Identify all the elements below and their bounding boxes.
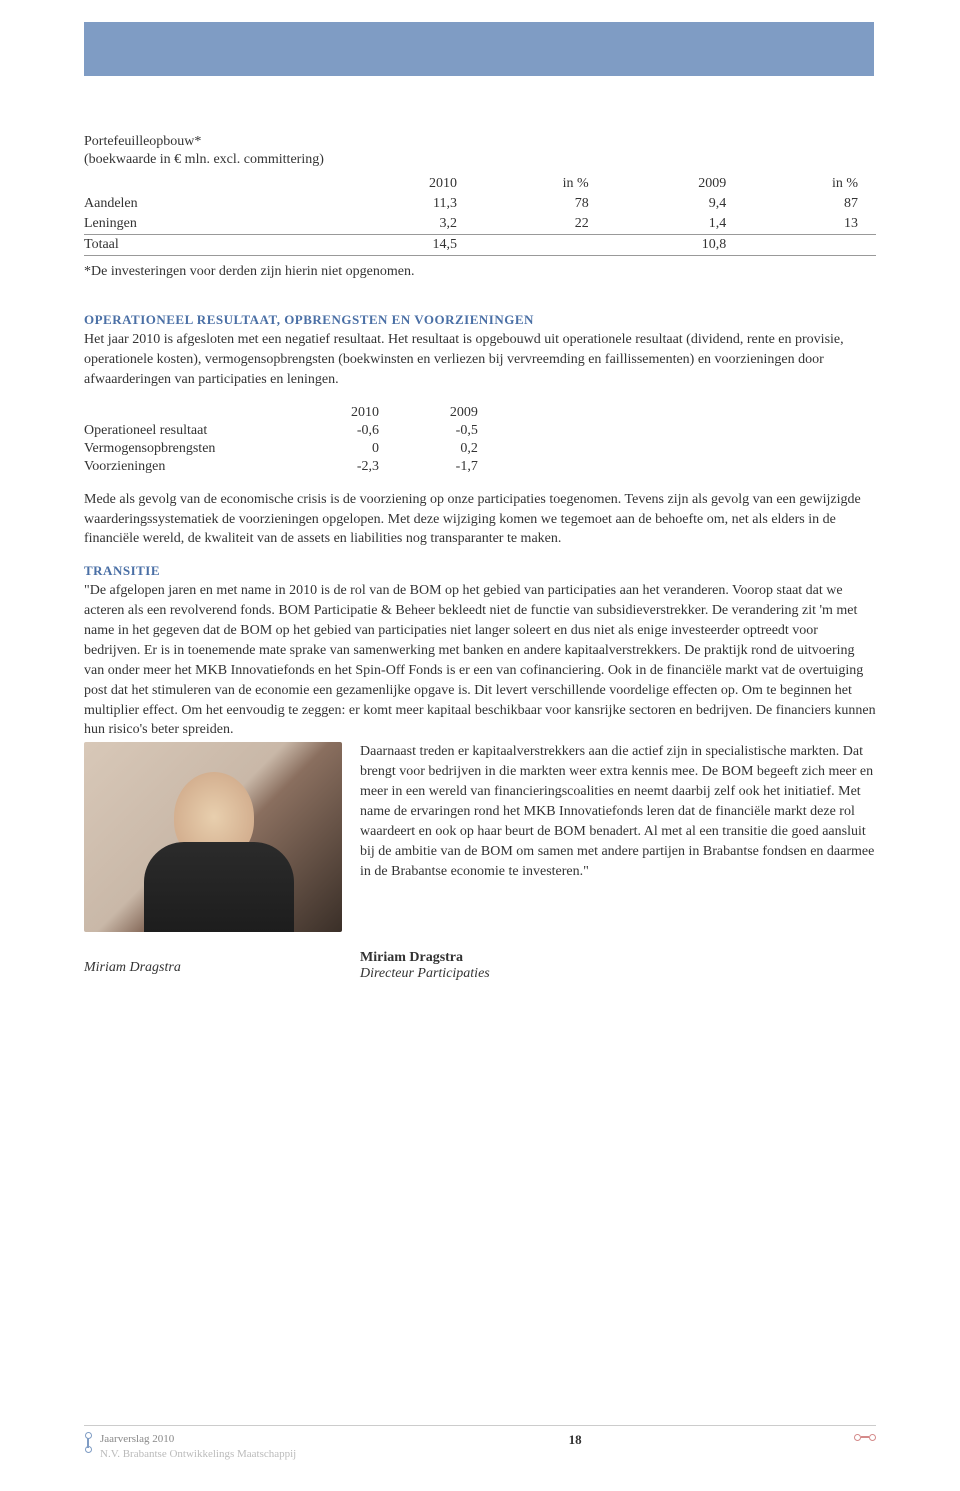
page-content: Portefeuilleopbouw* (boekwaarde in € mln… — [0, 76, 960, 982]
signature-block: Miriam Dragstra Miriam Dragstra Directeu… — [84, 950, 876, 982]
portfolio-table: 2010 in % 2009 in % Aandelen 11,3 78 9,4… — [84, 174, 876, 256]
signature-title: Directeur Participaties — [360, 966, 876, 982]
section-heading-transitie: Transitie — [84, 563, 876, 579]
header-bar — [84, 22, 874, 76]
table-header-row: 2010 in % 2009 in % — [84, 174, 876, 194]
footer-ornament-left-icon — [84, 1432, 92, 1454]
table-header-row: 2010 2009 — [84, 404, 496, 422]
portrait-photo — [84, 742, 342, 932]
results-table: 2010 2009 Operationeel resultaat -0,6 -0… — [84, 404, 496, 476]
portfolio-footnote: *De investeringen voor derden zijn hieri… — [84, 264, 876, 280]
table-row: Leningen 3,2 22 1,4 13 — [84, 214, 876, 235]
portfolio-subtitle: (boekwaarde in € mln. excl. committering… — [84, 152, 876, 168]
photo-caption: Miriam Dragstra — [84, 960, 360, 976]
footer-org: N.V. Brabantse Ontwikkelings Maatschappi… — [100, 1447, 296, 1461]
table-row: Operationeel resultaat -0,6 -0,5 — [84, 422, 496, 440]
transitie-wrap: Daarnaast treden er kapitaalverstrekkers… — [360, 742, 876, 881]
table-row: Vermogensopbrengsten 0 0,2 — [84, 440, 496, 458]
photo-text-row: Daarnaast treden er kapitaalverstrekkers… — [84, 742, 876, 932]
portfolio-title: Portefeuilleopbouw* — [84, 134, 876, 150]
footer-left: Jaarverslag 2010 N.V. Brabantse Ontwikke… — [84, 1432, 296, 1461]
footer-year: Jaarverslag 2010 — [100, 1432, 296, 1446]
section-heading-results: Operationeel resultaat, opbrengsten en v… — [84, 312, 876, 328]
page-number: 18 — [569, 1432, 582, 1448]
results-para2: Mede als gevolg van de economische crisi… — [84, 490, 876, 550]
footer-ornament-right-icon — [854, 1432, 876, 1442]
results-intro: Het jaar 2010 is afgesloten met een nega… — [84, 330, 876, 390]
page-footer: Jaarverslag 2010 N.V. Brabantse Ontwikke… — [84, 1425, 876, 1461]
table-total-row: Totaal 14,5 10,8 — [84, 235, 876, 256]
table-row: Voorzieningen -2,3 -1,7 — [84, 458, 496, 476]
signature-name: Miriam Dragstra — [360, 950, 876, 966]
table-row: Aandelen 11,3 78 9,4 87 — [84, 194, 876, 214]
transitie-lead: "De afgelopen jaren en met name in 2010 … — [84, 581, 876, 740]
